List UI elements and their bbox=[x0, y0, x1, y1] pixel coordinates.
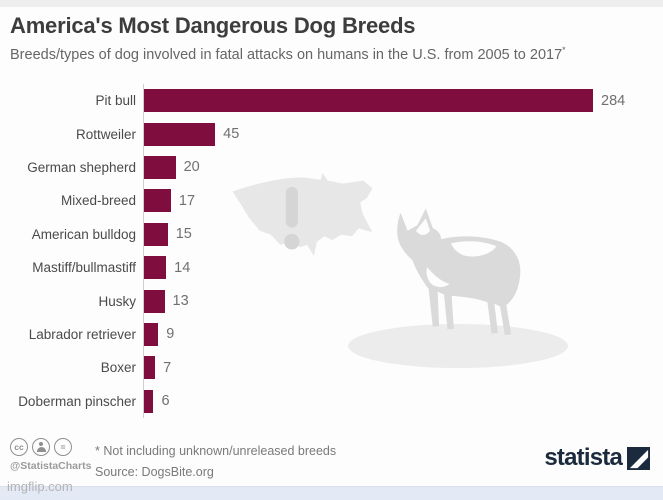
bar bbox=[144, 222, 168, 246]
source-text: Source: DogsBite.org bbox=[95, 465, 214, 479]
bar-row: Boxer 7 bbox=[0, 351, 663, 384]
category-label: Rottweiler bbox=[75, 126, 136, 142]
footnote-marker: * bbox=[562, 45, 566, 55]
y-axis-line bbox=[143, 84, 144, 418]
value-label: 284 bbox=[601, 92, 626, 109]
bar bbox=[144, 122, 216, 146]
value-label: 15 bbox=[175, 226, 192, 243]
category-label: Mastiff/bullmastiff bbox=[32, 260, 136, 276]
bar-row: Rottweiler 45 bbox=[0, 117, 663, 150]
value-label: 45 bbox=[223, 126, 240, 143]
bar bbox=[144, 322, 159, 346]
category-label: Mixed-breed bbox=[60, 193, 136, 209]
footnote-text: * Not including unknown/unreleased breed… bbox=[95, 444, 337, 458]
bar-row: Pit bull 284 bbox=[0, 84, 663, 117]
license-icons: cc = bbox=[10, 438, 91, 456]
cc-icon[interactable]: cc bbox=[10, 438, 28, 456]
category-label: Husky bbox=[98, 293, 136, 309]
value-label: 20 bbox=[183, 159, 200, 176]
bar-row: Husky 13 bbox=[0, 284, 663, 317]
dog-shadow bbox=[348, 324, 568, 368]
page-title: America's Most Dangerous Dog Breeds bbox=[10, 13, 416, 38]
bottom-strip bbox=[0, 486, 663, 500]
license-block: cc = @StatistaCharts bbox=[10, 438, 91, 472]
bar bbox=[144, 189, 171, 213]
category-label: Pit bull bbox=[95, 93, 136, 109]
bar bbox=[144, 155, 176, 179]
category-label: Labrador retriever bbox=[28, 326, 136, 342]
statista-charts-handle[interactable]: @StatistaCharts bbox=[10, 460, 92, 472]
category-label: Doberman pinscher bbox=[18, 393, 136, 409]
footnotes: * Not including unknown/unreleased breed… bbox=[95, 441, 336, 483]
subtitle-text: Breeds/types of dog involved in fatal at… bbox=[10, 46, 563, 63]
value-label: 6 bbox=[161, 393, 170, 410]
pitbull-dog-illustration bbox=[397, 208, 521, 336]
page-subtitle: Breeds/types of dog involved in fatal at… bbox=[10, 45, 566, 63]
statista-wordmark: statista bbox=[544, 444, 622, 471]
category-label: German shepherd bbox=[27, 159, 136, 175]
bar-row: Labrador retriever 9 bbox=[0, 318, 663, 351]
bar-chart: Pit bull 284 Rottweiler 45 German shepherd 20… bbox=[0, 84, 663, 418]
bar bbox=[144, 389, 154, 413]
top-strip bbox=[0, 0, 663, 7]
category-label: American bulldog bbox=[31, 226, 136, 242]
bar-row: Doberman pinscher 6 bbox=[0, 385, 663, 418]
attribution-icon[interactable] bbox=[32, 438, 50, 456]
bar-row: Mixed-breed 17 bbox=[0, 184, 663, 217]
bar-rows: Pit bull 284 Rottweiler 45 German shepherd 20… bbox=[0, 84, 663, 418]
category-label: Boxer bbox=[100, 360, 136, 376]
bar bbox=[144, 256, 167, 280]
usa-map-silhouette bbox=[232, 172, 373, 256]
value-label: 7 bbox=[163, 359, 172, 376]
bar bbox=[144, 289, 165, 313]
imgflip-watermark: imgflip.com bbox=[7, 479, 73, 494]
person-glyph bbox=[36, 442, 46, 452]
bar bbox=[144, 356, 156, 380]
no-derivatives-icon[interactable]: = bbox=[54, 438, 72, 456]
bar-row: Mastiff/bullmastiff 14 bbox=[0, 251, 663, 284]
value-label: 14 bbox=[174, 259, 191, 276]
statista-logo-icon bbox=[627, 446, 650, 470]
statista-logo[interactable]: statista bbox=[544, 444, 650, 472]
value-label: 9 bbox=[166, 326, 175, 343]
bar bbox=[144, 89, 593, 113]
exclamation-mark-icon bbox=[284, 186, 300, 250]
value-label: 17 bbox=[178, 192, 196, 209]
bar-row: American bulldog 15 bbox=[0, 218, 663, 251]
value-label: 13 bbox=[172, 293, 189, 310]
bar-row: German shepherd 20 bbox=[0, 151, 663, 184]
